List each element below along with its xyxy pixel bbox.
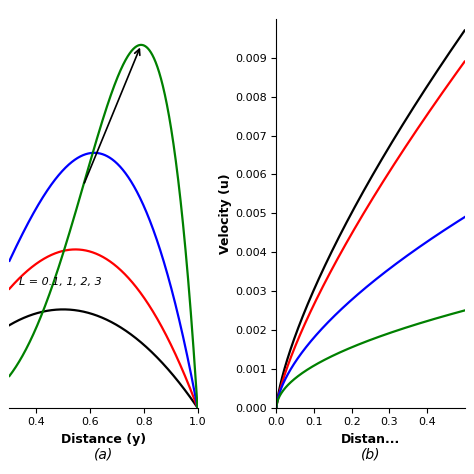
Text: L = 0.1, 1, 2, 3: L = 0.1, 1, 2, 3 <box>19 277 101 288</box>
X-axis label: Distan...: Distan... <box>341 433 400 446</box>
Y-axis label: Velocity (u): Velocity (u) <box>219 173 232 254</box>
Text: (a): (a) <box>94 447 113 461</box>
Text: (b): (b) <box>361 447 380 461</box>
X-axis label: Distance (y): Distance (y) <box>61 433 146 446</box>
